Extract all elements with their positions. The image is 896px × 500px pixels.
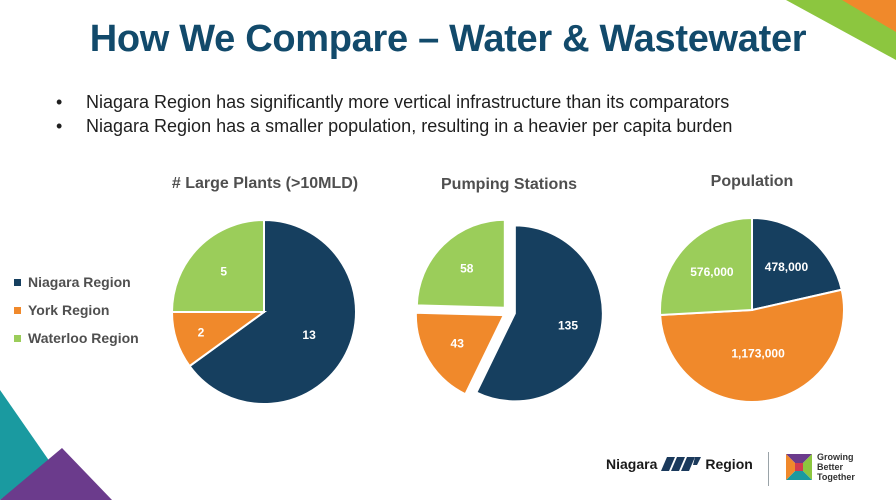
chart-title-pumping-stations: Pumping Stations [441, 176, 577, 193]
pie-data-label-niagara: 13 [302, 328, 316, 342]
pie-data-label-waterloo: 576,000 [690, 265, 734, 279]
legend-item-york: York Region [14, 296, 139, 324]
bullet-list: Niagara Region has significantly more ve… [52, 90, 732, 138]
slide-title: How We Compare – Water & Wastewater [89, 18, 807, 60]
gbt-line: Together [817, 472, 855, 482]
pie-slice-waterloo [415, 218, 506, 309]
decor-top-right [786, 0, 896, 60]
pie-slice-york [659, 288, 845, 403]
legend-swatch [14, 306, 21, 314]
chart-title-population: Population [710, 173, 794, 190]
pie-slice-niagara [188, 218, 357, 405]
pie-data-label-york: 1,173,000 [731, 347, 785, 361]
decor-bottom-left [0, 390, 112, 500]
decor-purple-shape [0, 448, 112, 500]
bullet-item: Niagara Region has significantly more ve… [52, 90, 732, 114]
niagara-logo-icon [661, 457, 702, 471]
pie-slice-waterloo [170, 218, 265, 313]
footer-divider [768, 452, 769, 486]
pie-data-label-niagara: 135 [558, 319, 578, 333]
legend-label: Niagara Region [28, 274, 131, 290]
legend-swatch [14, 334, 21, 342]
pie-data-label-waterloo: 5 [220, 265, 227, 279]
niagara-region-logo: Niagara Region [606, 455, 753, 473]
logo-text-region: Region [705, 456, 753, 472]
pie-chart-population: 478,000 1,173,000 576,000 [659, 216, 845, 403]
legend-swatch [14, 278, 21, 286]
decor-orange-triangle [842, 0, 896, 32]
pie-data-label-waterloo: 58 [460, 262, 474, 276]
bullet-item: Niagara Region has a smaller population,… [52, 114, 732, 138]
pie-chart-large-plants: 13 2 5 [170, 218, 357, 405]
pie-data-label-york: 2 [198, 325, 205, 339]
logo-text-niagara: Niagara [606, 456, 658, 472]
pie-slice-waterloo [659, 216, 753, 317]
pie-slice-niagara [751, 216, 843, 312]
legend-item-waterloo: Waterloo Region [14, 324, 139, 352]
pie-chart-pumping-stations: 135 43 58 [414, 218, 604, 403]
gbt-line: Better [817, 462, 844, 472]
legend: Niagara Region York Region Waterloo Regi… [14, 268, 139, 352]
legend-label: Waterloo Region [28, 330, 139, 346]
chart-title-large-plants: # Large Plants (>10MLD) [171, 175, 359, 192]
pie-data-label-niagara: 478,000 [765, 260, 809, 274]
legend-item-niagara: Niagara Region [14, 268, 139, 296]
growing-better-together-logo: Growing Better Together [786, 452, 855, 482]
pie-data-label-york: 43 [451, 336, 465, 350]
decor-teal-shape [0, 390, 50, 500]
legend-label: York Region [28, 302, 110, 318]
gbt-logo-icon [786, 454, 812, 480]
gbt-line: Growing [817, 452, 854, 462]
pie-slice-niagara [475, 224, 604, 403]
pie-slice-york [414, 311, 506, 396]
